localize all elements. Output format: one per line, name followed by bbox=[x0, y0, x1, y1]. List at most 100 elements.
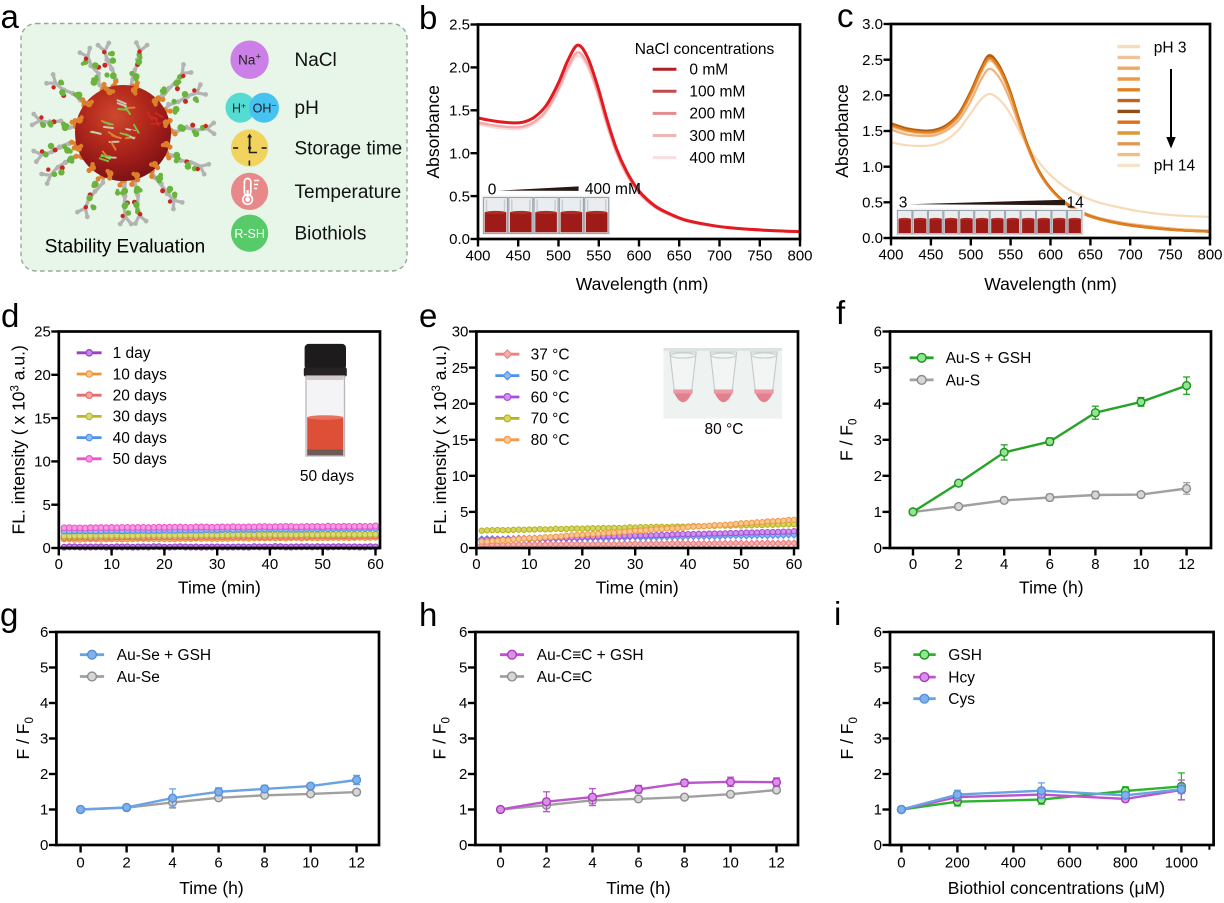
svg-text:1.0: 1.0 bbox=[449, 145, 470, 162]
svg-text:Biothiols: Biothiols bbox=[295, 224, 367, 245]
svg-text:750: 750 bbox=[1158, 247, 1183, 264]
svg-text:200: 200 bbox=[945, 855, 970, 872]
svg-text:450: 450 bbox=[918, 247, 943, 264]
svg-text:2.5: 2.5 bbox=[862, 52, 883, 69]
svg-text:4: 4 bbox=[874, 396, 882, 413]
svg-text:5: 5 bbox=[874, 660, 882, 677]
svg-text:5: 5 bbox=[874, 360, 882, 377]
svg-text:NaCl: NaCl bbox=[295, 50, 337, 71]
svg-text:5: 5 bbox=[459, 660, 467, 677]
svg-text:2: 2 bbox=[122, 855, 130, 872]
svg-text:600: 600 bbox=[626, 248, 651, 265]
svg-text:750: 750 bbox=[747, 248, 772, 265]
svg-text:15: 15 bbox=[452, 432, 469, 449]
svg-text:40: 40 bbox=[680, 556, 697, 573]
svg-text:0: 0 bbox=[42, 540, 50, 557]
svg-text:400 mM: 400 mM bbox=[689, 150, 745, 167]
svg-text:800: 800 bbox=[787, 248, 812, 265]
svg-text:30: 30 bbox=[209, 556, 226, 573]
svg-text:1: 1 bbox=[459, 802, 467, 819]
svg-text:25: 25 bbox=[452, 360, 469, 377]
svg-text:4: 4 bbox=[168, 855, 176, 872]
svg-text:6: 6 bbox=[874, 324, 882, 341]
svg-text:0: 0 bbox=[472, 556, 480, 573]
svg-text:0: 0 bbox=[909, 556, 917, 573]
svg-text:10: 10 bbox=[521, 556, 538, 573]
svg-text:3: 3 bbox=[874, 432, 882, 449]
svg-text:g: g bbox=[0, 596, 18, 633]
svg-text:2.5: 2.5 bbox=[449, 17, 470, 34]
svg-text:a: a bbox=[1, 0, 20, 35]
svg-text:6: 6 bbox=[40, 624, 48, 641]
svg-text:4: 4 bbox=[40, 695, 48, 712]
svg-text:8: 8 bbox=[1091, 556, 1099, 573]
svg-text:Au-Se: Au-Se bbox=[117, 669, 160, 686]
svg-text:c: c bbox=[837, 0, 854, 34]
svg-text:550: 550 bbox=[586, 248, 611, 265]
svg-text:600: 600 bbox=[1057, 855, 1082, 872]
svg-text:20: 20 bbox=[34, 367, 51, 384]
svg-text:6: 6 bbox=[874, 624, 882, 641]
svg-text:5: 5 bbox=[42, 497, 50, 514]
svg-text:50 °C: 50 °C bbox=[531, 368, 570, 385]
svg-text:Au-Se + GSH: Au-Se + GSH bbox=[117, 647, 211, 664]
svg-text:F / F0: F / F0 bbox=[837, 717, 860, 759]
svg-text:25: 25 bbox=[34, 324, 51, 341]
svg-text:200 mM: 200 mM bbox=[689, 106, 745, 123]
svg-text:500: 500 bbox=[546, 248, 571, 265]
svg-text:20: 20 bbox=[574, 556, 591, 573]
svg-text:30: 30 bbox=[627, 556, 644, 573]
svg-text:3.0: 3.0 bbox=[862, 16, 883, 33]
svg-text:800: 800 bbox=[1197, 247, 1222, 264]
svg-text:0: 0 bbox=[488, 181, 497, 198]
svg-text:0: 0 bbox=[460, 540, 468, 557]
svg-text:Time (min): Time (min) bbox=[178, 578, 261, 598]
svg-text:6: 6 bbox=[1046, 556, 1054, 573]
svg-text:1: 1 bbox=[874, 504, 882, 521]
svg-text:37 °C: 37 °C bbox=[531, 347, 570, 364]
svg-text:70 °C: 70 °C bbox=[531, 411, 570, 428]
svg-text:Hcy: Hcy bbox=[948, 670, 975, 687]
svg-text:Absorbance: Absorbance bbox=[423, 85, 443, 178]
svg-text:650: 650 bbox=[667, 248, 692, 265]
svg-text:50 days: 50 days bbox=[300, 468, 355, 485]
svg-text:700: 700 bbox=[707, 248, 732, 265]
svg-text:10: 10 bbox=[103, 556, 120, 573]
svg-text:1.5: 1.5 bbox=[862, 123, 883, 140]
svg-text:8: 8 bbox=[260, 855, 268, 872]
svg-text:6: 6 bbox=[634, 855, 642, 872]
svg-text:0.5: 0.5 bbox=[862, 195, 883, 212]
svg-text:20: 20 bbox=[452, 396, 469, 413]
svg-text:Au-S + GSH: Au-S + GSH bbox=[946, 350, 1032, 367]
svg-text:0: 0 bbox=[874, 837, 882, 854]
svg-text:40: 40 bbox=[262, 556, 279, 573]
svg-text:2: 2 bbox=[542, 855, 550, 872]
svg-text:Time (h): Time (h) bbox=[179, 878, 244, 898]
svg-text:10 days: 10 days bbox=[113, 366, 168, 383]
svg-text:Time (h): Time (h) bbox=[606, 878, 671, 898]
svg-text:0: 0 bbox=[874, 540, 882, 557]
svg-text:4: 4 bbox=[459, 695, 467, 712]
svg-text:10: 10 bbox=[1133, 556, 1150, 573]
svg-text:2.0: 2.0 bbox=[449, 60, 470, 77]
svg-text:400: 400 bbox=[1001, 855, 1026, 872]
svg-text:6: 6 bbox=[214, 855, 222, 872]
svg-text:2.0: 2.0 bbox=[862, 88, 883, 105]
svg-text:Temperature: Temperature bbox=[295, 182, 402, 203]
svg-text:3: 3 bbox=[40, 731, 48, 748]
svg-text:h: h bbox=[419, 596, 437, 633]
svg-text:2: 2 bbox=[954, 556, 962, 573]
svg-text:5: 5 bbox=[40, 660, 48, 677]
svg-text:Stability Evaluation: Stability Evaluation bbox=[45, 237, 206, 258]
svg-text:F / F0: F / F0 bbox=[837, 419, 860, 461]
svg-text:20: 20 bbox=[156, 556, 173, 573]
svg-text:pH 3: pH 3 bbox=[1154, 40, 1187, 57]
svg-text:pH 14: pH 14 bbox=[1154, 158, 1196, 175]
svg-text:3: 3 bbox=[899, 195, 908, 212]
svg-text:0.0: 0.0 bbox=[449, 231, 470, 248]
svg-text:Biothiol concentrations (μM): Biothiol concentrations (μM) bbox=[948, 878, 1165, 898]
svg-text:Absorbance: Absorbance bbox=[832, 84, 852, 177]
svg-text:NaCl concentrations: NaCl concentrations bbox=[635, 41, 775, 58]
svg-text:1.0: 1.0 bbox=[862, 159, 883, 176]
svg-text:e: e bbox=[419, 297, 437, 334]
